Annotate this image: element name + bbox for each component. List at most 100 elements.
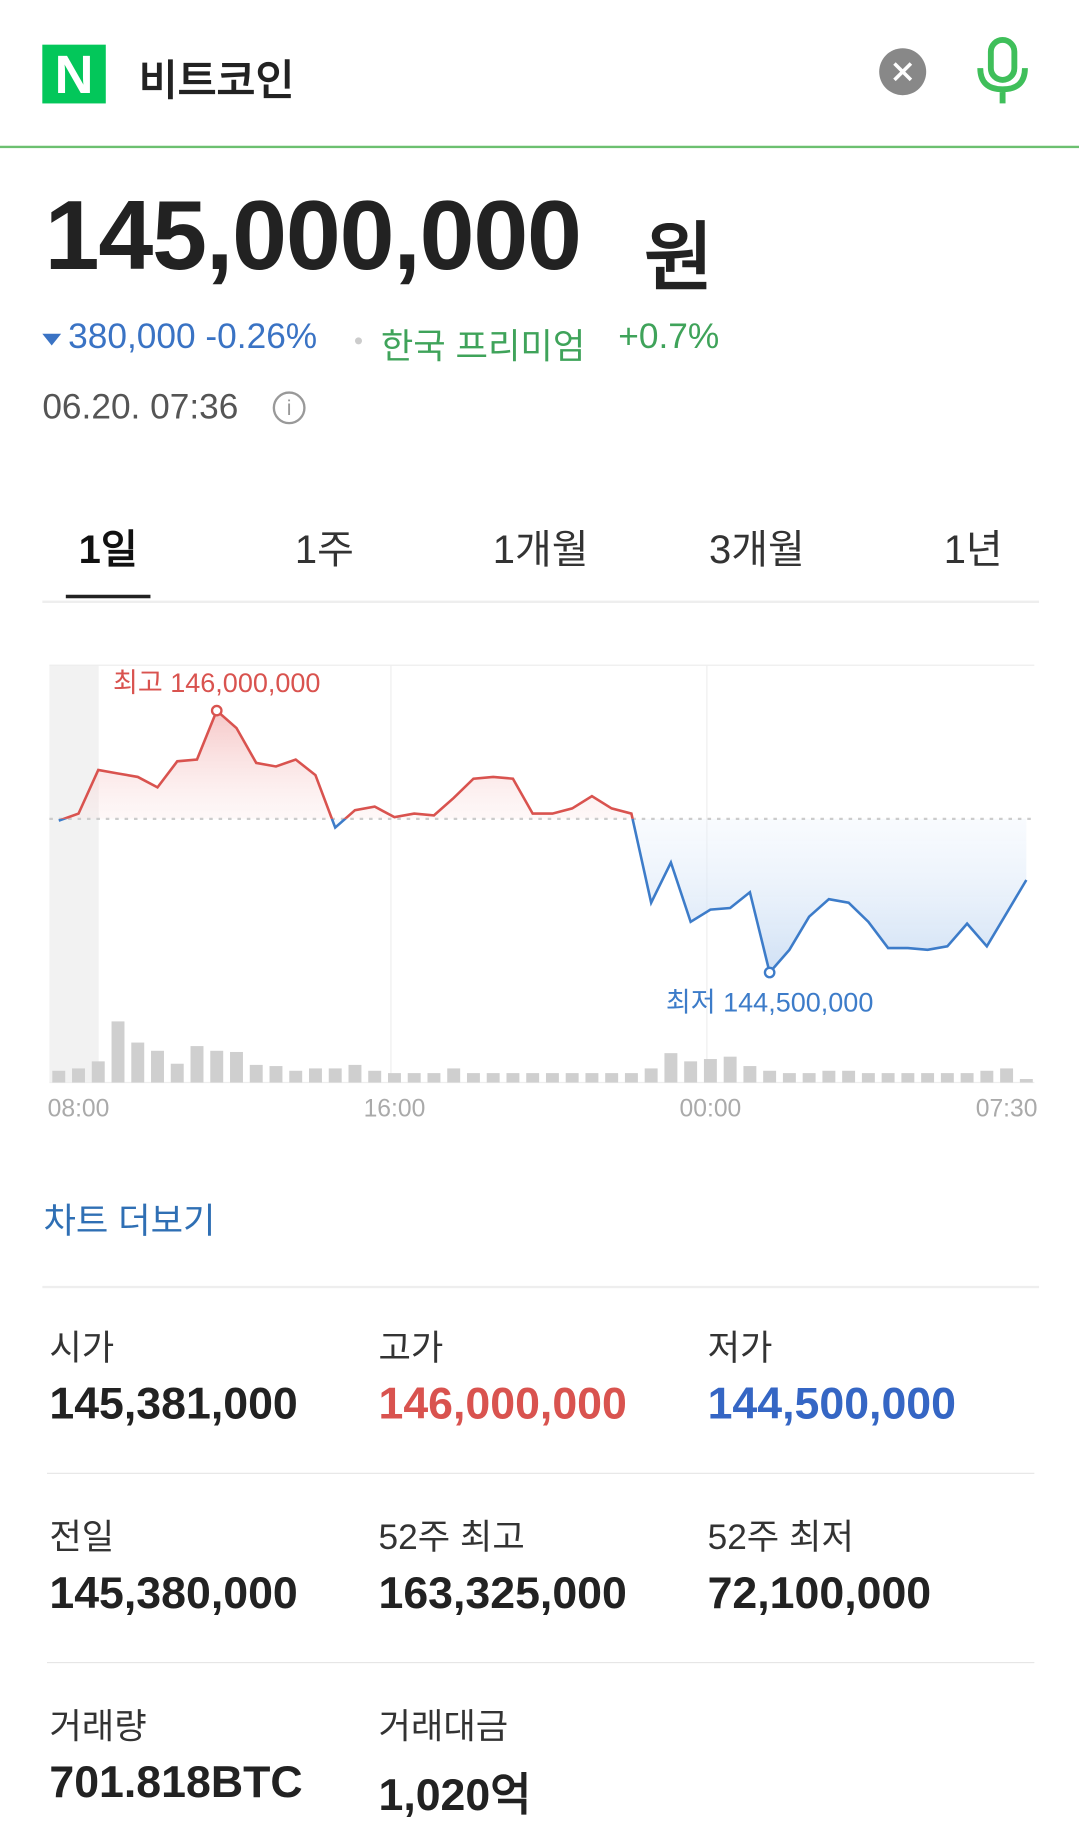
- volume-bar: [427, 1073, 441, 1083]
- volume-bar: [585, 1073, 599, 1083]
- price-unit: 원: [644, 215, 714, 300]
- volume-bar: [447, 1068, 461, 1083]
- active-tab-indicator: [65, 594, 151, 599]
- header-divider: [0, 145, 1079, 149]
- x-tick-label: 16:00: [364, 1096, 426, 1123]
- voice-search[interactable]: [971, 35, 1034, 108]
- volume-bar: [269, 1066, 283, 1083]
- stat-value: 144,500,000: [707, 1379, 956, 1430]
- high-label: 최고 146,000,000: [113, 668, 320, 698]
- stat-label: 거래대금: [378, 1707, 509, 1747]
- low-marker: [763, 966, 776, 979]
- volume-bar: [52, 1070, 66, 1083]
- volume-bar: [782, 1073, 796, 1083]
- high-marker: [210, 704, 223, 717]
- volume-bar: [684, 1061, 698, 1083]
- stat-value: 145,381,000: [49, 1379, 298, 1430]
- divider: [42, 1285, 1040, 1289]
- volume-bar: [901, 1073, 915, 1083]
- premium-label: 한국 프리미엄: [380, 327, 586, 367]
- volume-bar: [91, 1061, 105, 1083]
- volume-bar: [842, 1070, 856, 1083]
- volume-bar: [210, 1050, 224, 1083]
- volume-bar: [249, 1064, 263, 1083]
- volume-bar: [605, 1073, 619, 1083]
- volume-bar: [723, 1056, 737, 1083]
- stat-label: 시가: [49, 1329, 115, 1369]
- volume-bar: [545, 1073, 559, 1083]
- tab[interactable]: 1년: [943, 527, 1003, 573]
- stat-value: 163,325,000: [378, 1569, 627, 1619]
- x-tick-label: 00:00: [680, 1096, 742, 1123]
- tab[interactable]: 3개월: [709, 527, 805, 573]
- volume-bar: [309, 1068, 322, 1083]
- volume-bar: [703, 1059, 717, 1083]
- tab[interactable]: 1개월: [492, 527, 589, 573]
- volume-bar: [980, 1070, 994, 1083]
- volume-bar: [348, 1064, 362, 1083]
- divider: [42, 600, 1040, 603]
- volume-bar: [861, 1073, 875, 1083]
- volume-bar: [664, 1053, 678, 1083]
- separator-dot: [354, 337, 363, 345]
- volume-bar: [328, 1068, 342, 1083]
- volume-bar: [190, 1046, 204, 1083]
- volume-bar: [743, 1066, 757, 1083]
- stat-label: 고가: [378, 1329, 444, 1369]
- stat-value: 146,000,000: [378, 1379, 627, 1430]
- volume-bar: [230, 1051, 243, 1083]
- volume-bar: [407, 1073, 421, 1083]
- stat-value: 145,380,000: [49, 1569, 298, 1619]
- stat-label: 거래량: [49, 1707, 147, 1747]
- current-price: 145,000,000: [44, 179, 582, 291]
- search-query[interactable]: 비트코인: [138, 56, 295, 105]
- low-label: 최저 144,500,000: [666, 987, 873, 1017]
- volume-bar: [1019, 1078, 1033, 1083]
- stat-label: 전일: [49, 1518, 115, 1558]
- volume-bar: [960, 1073, 974, 1083]
- volume-bar: [565, 1073, 579, 1083]
- volume-bar: [466, 1073, 480, 1083]
- more-chart-link[interactable]: 차트 더보기: [43, 1202, 216, 1242]
- volume-bar: [526, 1073, 540, 1083]
- volume-bar: [506, 1073, 520, 1083]
- area-down: [58, 818, 1027, 973]
- stat-value: 72,100,000: [707, 1569, 932, 1619]
- volume-bar: [1000, 1068, 1014, 1083]
- down-arrow: [42, 333, 62, 346]
- volume-bar: [368, 1070, 382, 1083]
- stat-label: 52주 최저: [707, 1518, 854, 1558]
- volume-bar: [72, 1068, 85, 1083]
- volume-bar: [624, 1073, 638, 1083]
- price-chart: 08:00 16:00 00:00 07:30 최고 146,000,000 최저 144…: [48, 664, 1038, 1123]
- volume-bar: [802, 1073, 816, 1083]
- x-tick-label: 07:30: [976, 1096, 1038, 1123]
- pre-market-band: [49, 665, 99, 1083]
- volume-bar: [644, 1068, 658, 1083]
- price-line-down: [58, 818, 1028, 976]
- volume-bar: [111, 1021, 125, 1083]
- volume-bar: [387, 1073, 401, 1083]
- stat-value: 1,020억: [378, 1771, 532, 1821]
- logo[interactable]: N: [42, 45, 106, 104]
- info-icon[interactable]: i: [272, 391, 306, 425]
- volume-bar: [170, 1063, 184, 1083]
- clear-button[interactable]: [877, 47, 929, 99]
- volume-bar: [921, 1073, 935, 1083]
- divider: [47, 1661, 1035, 1664]
- volume-bar: [486, 1073, 500, 1083]
- tab[interactable]: 1일: [78, 527, 138, 573]
- price-change: 380,000 -0.26%: [68, 317, 318, 357]
- volume-bar: [289, 1070, 303, 1083]
- premium-value: +0.7%: [618, 317, 720, 357]
- volume-bar: [822, 1070, 836, 1083]
- timestamp: 06.20. 07:36: [42, 387, 239, 427]
- volume-bar: [151, 1050, 164, 1083]
- x-tick-label: 08:00: [48, 1096, 110, 1123]
- stat-value: 701.818BTC: [49, 1758, 303, 1808]
- volume-bar: [763, 1070, 777, 1083]
- tab[interactable]: 1주: [294, 527, 354, 573]
- volume-bar: [940, 1073, 954, 1083]
- stat-label: 저가: [707, 1329, 773, 1369]
